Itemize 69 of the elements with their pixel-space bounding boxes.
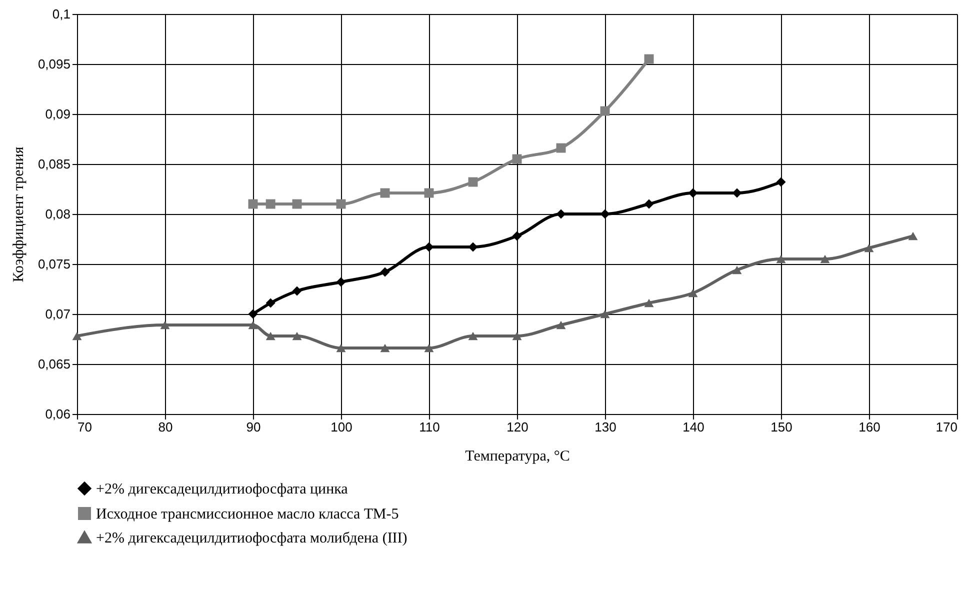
x-tick-label: 130: [594, 420, 616, 434]
x-tick-label: 110: [419, 420, 440, 434]
point: [600, 106, 610, 116]
y-tick-label: 0,065: [38, 356, 70, 372]
point: [72, 332, 82, 340]
y-tick-label: 0,09: [45, 106, 70, 122]
point: [266, 332, 276, 340]
point: [336, 344, 346, 352]
x-axis-title: Температура, °C: [465, 448, 570, 464]
legend-label: Исходное трансмиссионное масло класса ТМ-5: [96, 506, 399, 522]
point: [424, 188, 434, 198]
y-axis-title: Коэффициент трения: [10, 146, 27, 282]
x-tick-label: 80: [158, 420, 173, 434]
point: [556, 209, 566, 219]
point: [644, 298, 654, 308]
point: [380, 344, 390, 352]
point: [468, 332, 478, 340]
point: [380, 188, 390, 198]
x-tick-label: 90: [246, 420, 261, 434]
point: [292, 332, 302, 340]
point: [160, 320, 170, 330]
point: [468, 242, 478, 252]
point: [424, 242, 434, 252]
point: [512, 332, 522, 340]
point: [864, 244, 874, 252]
x-tick-label: 140: [682, 420, 704, 434]
point: [776, 177, 786, 187]
point: [248, 309, 258, 319]
point: [468, 177, 478, 187]
point: [512, 154, 522, 164]
point: [820, 254, 830, 264]
y-tick-label: 0,085: [38, 156, 70, 172]
point: [600, 310, 610, 318]
point: [336, 277, 346, 287]
point: [266, 199, 276, 209]
point: [732, 266, 742, 274]
point: [512, 231, 522, 241]
x-tick-label: 70: [78, 420, 92, 434]
point: [908, 232, 918, 240]
x-tick-label: 170: [936, 420, 958, 434]
point: [248, 320, 258, 330]
legend-label: +2% дигексадецилдитиофосфата цинка: [96, 482, 348, 498]
point: [292, 286, 302, 296]
x-tick-label: 120: [506, 420, 528, 434]
point: [732, 188, 742, 198]
point: [688, 288, 698, 298]
point: [380, 267, 390, 277]
point: [336, 199, 346, 209]
point: [424, 344, 434, 352]
y-tick-label: 0,075: [38, 256, 70, 272]
point: [556, 320, 566, 330]
point: [292, 199, 302, 209]
legend-label: +2% дигексадецилдитиофосфата молибдена (III): [96, 530, 408, 546]
point: [688, 188, 698, 198]
point: [248, 199, 258, 209]
point: [644, 54, 654, 64]
x-tick-label: 150: [770, 420, 792, 434]
x-tick-label: 160: [858, 420, 880, 434]
point: [600, 209, 610, 219]
y-tick-label: 0,08: [45, 206, 70, 222]
x-tick-label: 100: [330, 420, 352, 434]
point: [556, 143, 566, 153]
y-tick-label: 0,1: [52, 6, 70, 22]
point: [644, 199, 654, 209]
point: [266, 298, 276, 308]
y-tick-label: 0,06: [45, 406, 70, 422]
y-tick-label: 0,095: [38, 56, 70, 72]
y-tick-label: 0,07: [45, 306, 70, 322]
point: [776, 254, 786, 264]
